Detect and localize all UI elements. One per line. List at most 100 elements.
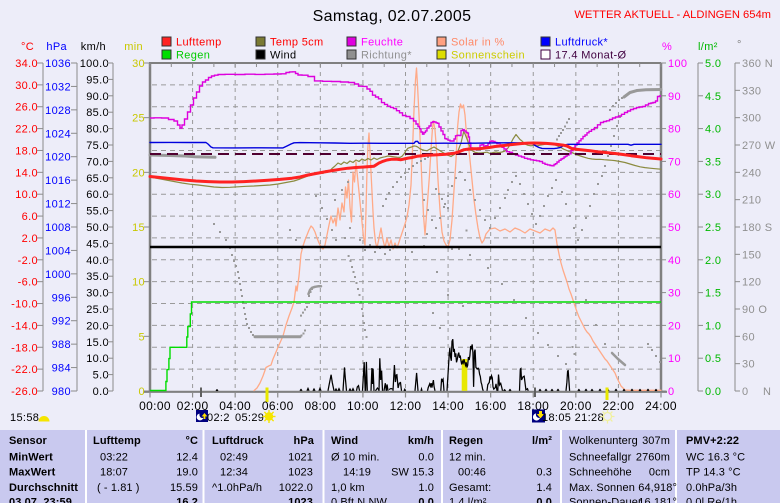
svg-text:20: 20 [668, 320, 681, 332]
svg-text:0.0: 0.0 [93, 386, 109, 398]
svg-text:0.0: 0.0 [705, 386, 721, 398]
svg-text:30.0: 30.0 [86, 288, 109, 300]
svg-text:10.0: 10.0 [86, 353, 109, 365]
svg-text:5: 5 [139, 331, 145, 343]
svg-text:min: min [124, 41, 143, 53]
svg-text:10: 10 [668, 353, 681, 365]
svg-text:2760m: 2760m [636, 452, 670, 464]
svg-text:5.0: 5.0 [93, 370, 109, 382]
svg-text:02:49: 02:49 [220, 452, 248, 464]
svg-text:1.4 l/m²: 1.4 l/m² [449, 497, 487, 503]
svg-text:210: 210 [742, 195, 761, 207]
svg-text:70.0: 70.0 [86, 156, 109, 168]
svg-text:80.0: 80.0 [86, 124, 109, 136]
svg-text:°C: °C [21, 41, 34, 53]
svg-text:Sonnenschein: Sonnenschein [451, 50, 525, 62]
svg-text:996: 996 [52, 292, 71, 304]
svg-text:1000: 1000 [45, 269, 71, 281]
svg-text:5.0: 5.0 [705, 58, 721, 70]
svg-text:10: 10 [132, 277, 145, 289]
svg-text:-14.0: -14.0 [11, 320, 38, 332]
svg-text:1023: 1023 [288, 467, 313, 479]
svg-text:19.0: 19.0 [176, 467, 198, 479]
svg-text:1024: 1024 [45, 128, 71, 140]
svg-text:90.0: 90.0 [86, 91, 109, 103]
svg-text:240: 240 [742, 167, 761, 179]
svg-text:15: 15 [132, 222, 145, 234]
svg-text:60: 60 [742, 331, 755, 343]
svg-text:22.0: 22.0 [15, 124, 38, 136]
svg-text:15.0: 15.0 [86, 337, 109, 349]
svg-text:150: 150 [742, 249, 761, 261]
svg-text:TP 14.3 °C: TP 14.3 °C [686, 467, 741, 479]
svg-text:2.5: 2.5 [705, 222, 721, 234]
svg-text:Ø 10 min.: Ø 10 min. [331, 452, 380, 464]
svg-text:08:00: 08:00 [304, 399, 336, 413]
svg-text:Temp 5cm: Temp 5cm [270, 37, 324, 49]
svg-text:50: 50 [668, 222, 681, 234]
svg-text:64,918°: 64,918° [638, 482, 677, 494]
svg-text:60: 60 [668, 189, 681, 201]
svg-text:Gesamt:: Gesamt: [449, 482, 491, 494]
svg-text:30: 30 [668, 288, 681, 300]
svg-text:984: 984 [52, 363, 71, 375]
svg-text:1.4: 1.4 [536, 482, 552, 494]
svg-text:hPa: hPa [294, 435, 315, 447]
svg-text:l/m²: l/m² [532, 435, 552, 447]
svg-text:km/h: km/h [408, 435, 434, 447]
svg-text:Sonnen-Dauer: Sonnen-Dauer [569, 497, 642, 503]
svg-text:20:00: 20:00 [560, 399, 592, 413]
svg-text:22:00: 22:00 [603, 399, 635, 413]
svg-text:26.0: 26.0 [15, 102, 38, 114]
svg-text:MaxWert: MaxWert [9, 467, 56, 479]
svg-text:80: 80 [668, 124, 681, 136]
svg-text:40: 40 [668, 255, 681, 267]
svg-text:MinWert: MinWert [9, 452, 53, 464]
svg-text:14:00: 14:00 [432, 399, 464, 413]
svg-text:1.5: 1.5 [705, 288, 721, 300]
svg-text:02:00: 02:00 [177, 399, 209, 413]
svg-text:1008: 1008 [45, 222, 71, 234]
svg-text:00:00: 00:00 [139, 399, 171, 413]
svg-text:180 S: 180 S [742, 222, 773, 234]
svg-text:4.5: 4.5 [705, 91, 721, 103]
svg-text:0cm: 0cm [649, 467, 670, 479]
svg-text:Luftdruck: Luftdruck [212, 435, 264, 447]
svg-text:95.0: 95.0 [86, 74, 109, 86]
svg-text:Wind: Wind [270, 50, 296, 62]
svg-text:992: 992 [52, 316, 71, 328]
svg-text:1,0 km: 1,0 km [331, 482, 365, 494]
svg-text:40.0: 40.0 [86, 255, 109, 267]
svg-text:0.3: 0.3 [536, 467, 552, 479]
svg-text:307m: 307m [642, 435, 670, 447]
svg-text:-18.0: -18.0 [11, 342, 38, 354]
svg-text:SW 15.3: SW 15.3 [391, 467, 434, 479]
svg-text:2.0: 2.0 [22, 233, 38, 245]
svg-text:15.59: 15.59 [170, 482, 198, 494]
svg-text:35.0: 35.0 [86, 271, 109, 283]
svg-text:16.181°: 16.181° [638, 497, 677, 503]
svg-text:55.0: 55.0 [86, 206, 109, 218]
svg-text:30.0: 30.0 [15, 80, 38, 92]
svg-text:1.0: 1.0 [705, 320, 721, 332]
svg-text:30: 30 [742, 359, 755, 371]
svg-text:15:58: 15:58 [10, 412, 39, 424]
svg-text:12:00: 12:00 [390, 399, 422, 413]
svg-text:45.0: 45.0 [86, 238, 109, 250]
svg-text:0: 0 [742, 386, 748, 398]
svg-text:1028: 1028 [45, 105, 71, 117]
svg-text:330: 330 [742, 85, 761, 97]
svg-text:34.0: 34.0 [15, 58, 38, 70]
svg-text:Schneefallgr: Schneefallgr [569, 452, 632, 464]
svg-text:-26.0: -26.0 [11, 386, 38, 398]
svg-text:1012: 1012 [45, 199, 71, 211]
svg-text:Richtung*: Richtung* [361, 50, 412, 62]
svg-text:0: 0 [668, 386, 674, 398]
svg-text:-6.0: -6.0 [18, 277, 38, 289]
svg-text:85.0: 85.0 [86, 107, 109, 119]
svg-text:1023: 1023 [288, 497, 313, 503]
svg-text:Schneehöhe: Schneehöhe [569, 467, 632, 479]
svg-text:50.0: 50.0 [86, 222, 109, 234]
svg-text:65.0: 65.0 [86, 173, 109, 185]
svg-text:24:00: 24:00 [645, 399, 677, 413]
